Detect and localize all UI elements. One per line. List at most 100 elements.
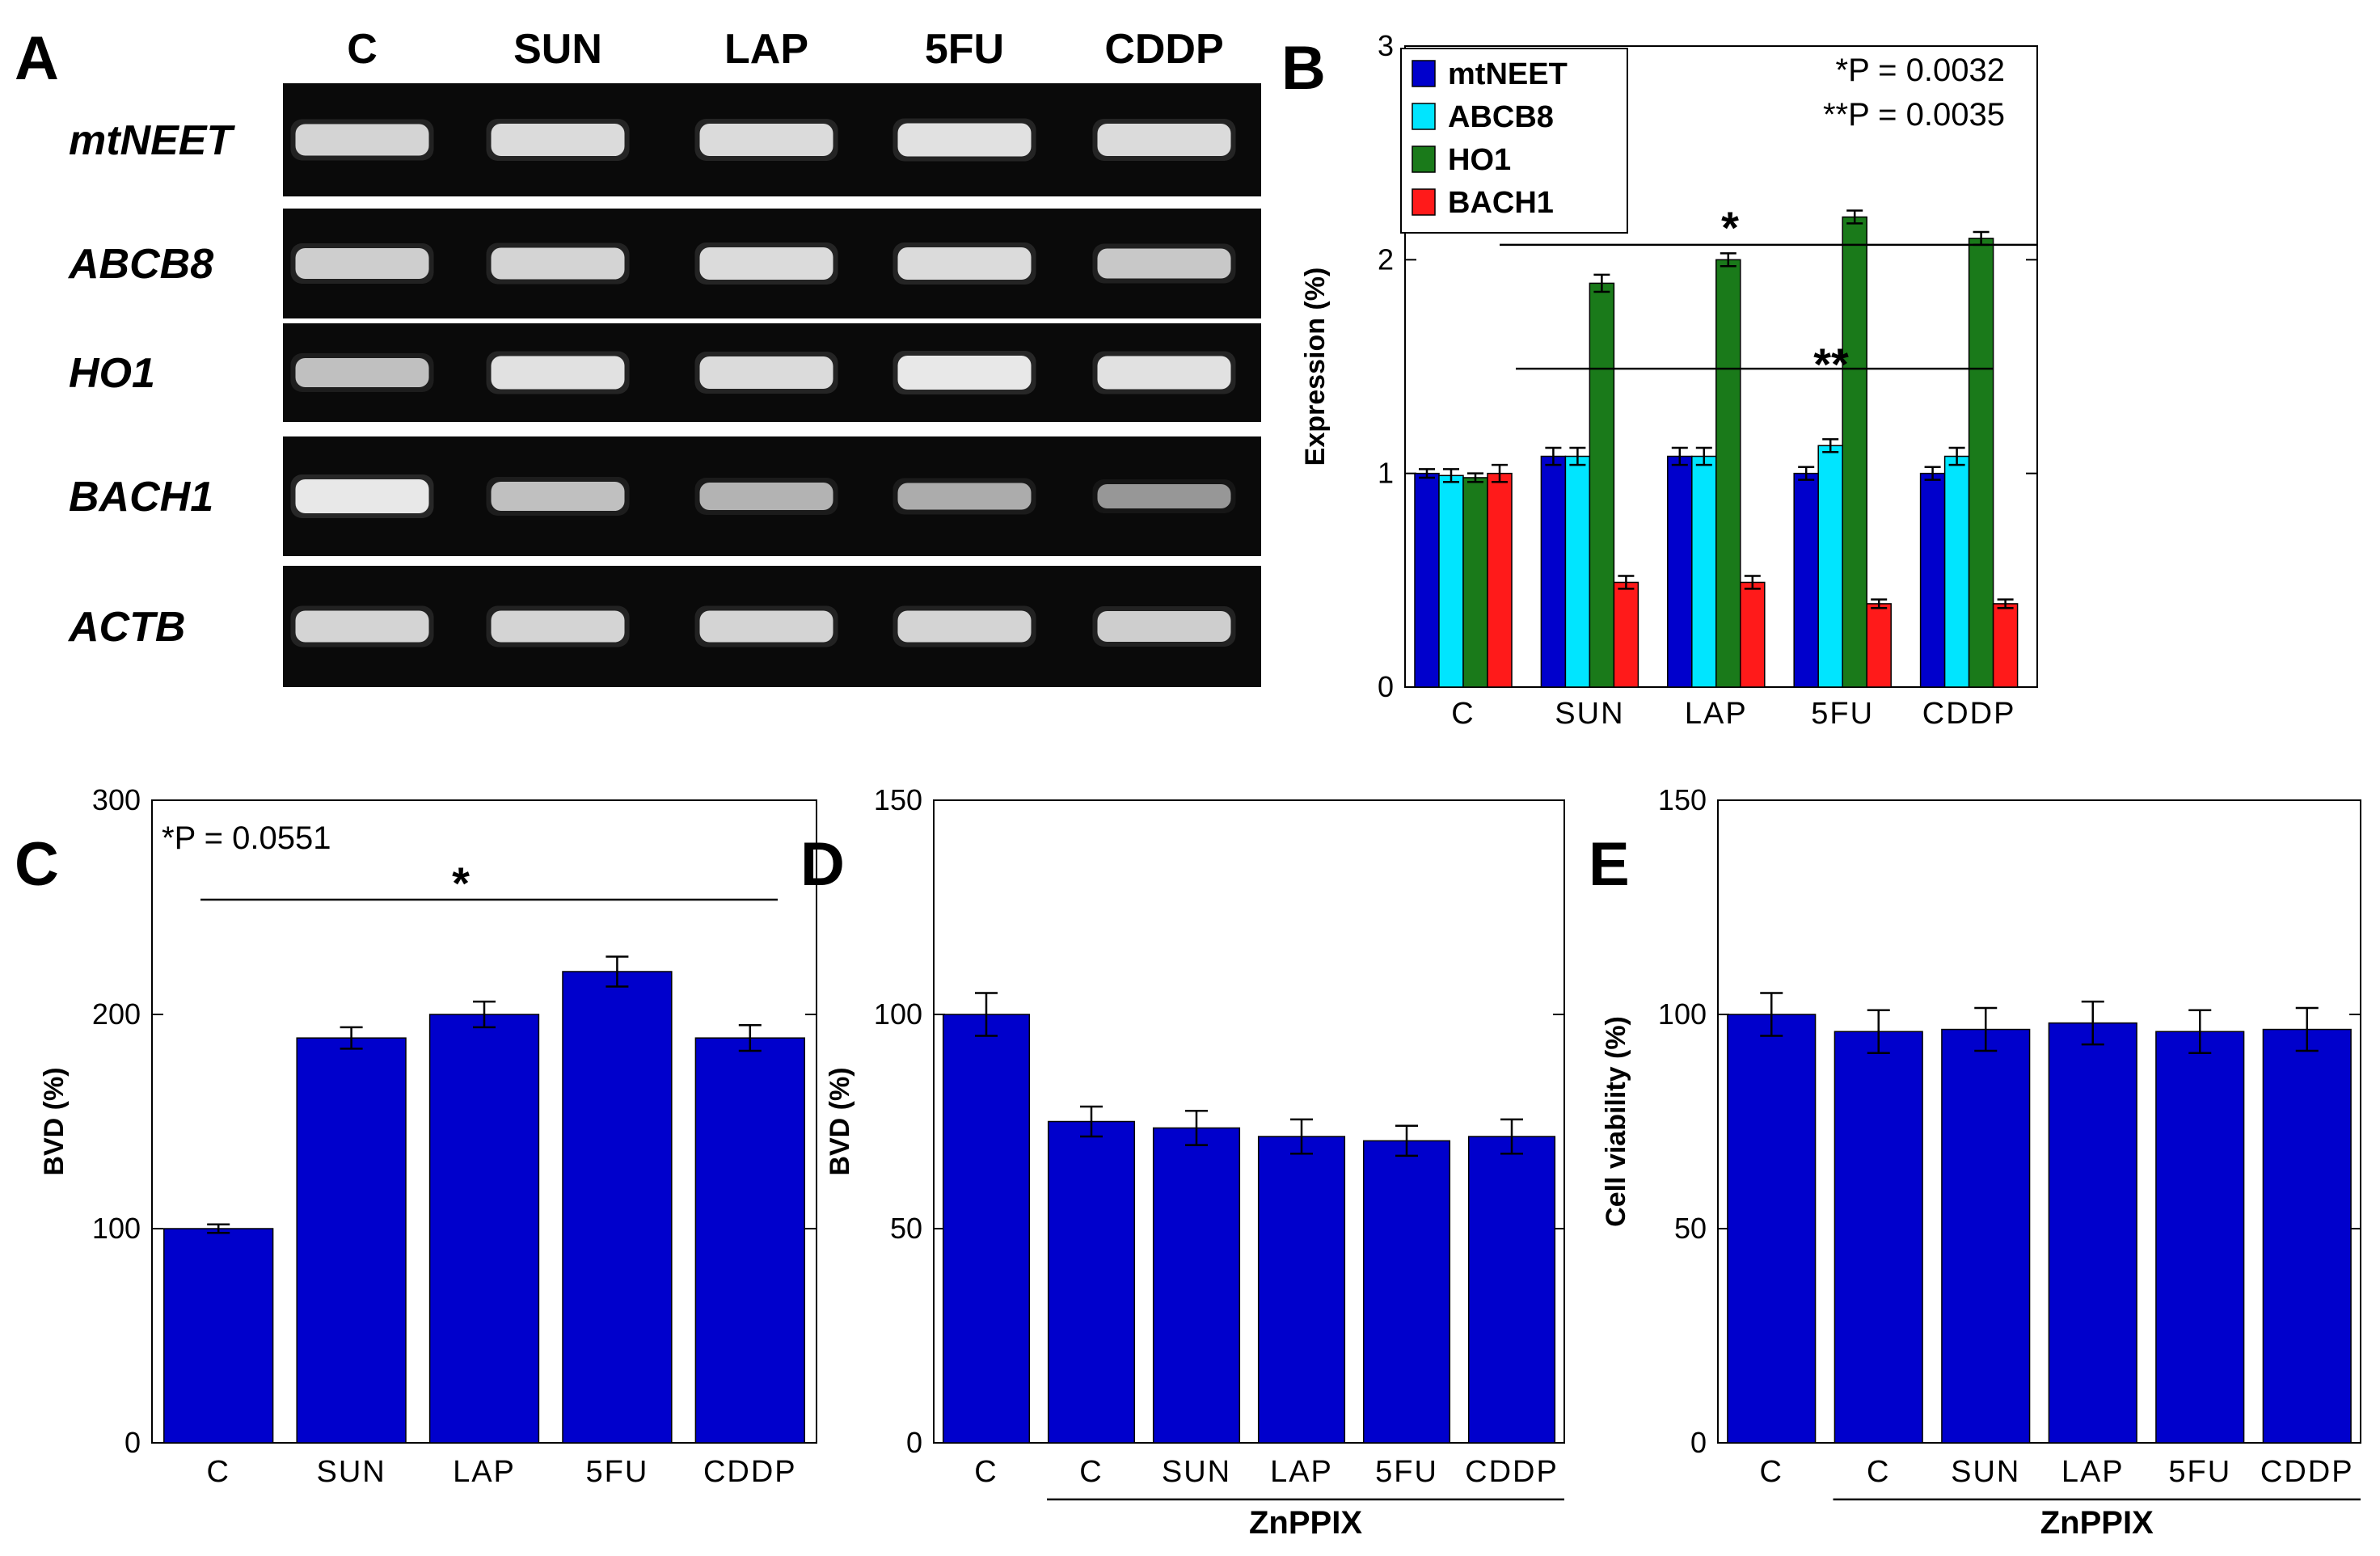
legend-label-HO1: HO1	[1448, 143, 1511, 177]
x-tick-label-chartC-3: 5FU	[586, 1455, 649, 1489]
y-tick-label: 50	[1674, 1212, 1707, 1245]
gel-band	[699, 247, 833, 280]
y-axis-label-b: Expression (%)	[1300, 268, 1331, 466]
bar-b-ABCB8-SUN	[1564, 455, 1591, 688]
y-tick-label: 100	[874, 997, 922, 1031]
gel-band	[897, 356, 1032, 390]
bar-b-ABCB8-LAP	[1691, 455, 1717, 688]
significance-star-2: **	[1813, 339, 1849, 390]
y-tick-label: 1	[1378, 457, 1394, 490]
x-tick-label-chartE-0: C	[1760, 1455, 1783, 1489]
bar-chartD-0	[942, 1014, 1031, 1444]
p-value-annotation-c: *P = 0.0551	[162, 820, 331, 856]
gel-band	[699, 483, 833, 510]
y-tick-label: 0	[906, 1426, 922, 1459]
gel-band	[491, 247, 625, 280]
bar-chartC-4	[694, 1037, 805, 1444]
legend-swatch-BACH1	[1412, 188, 1436, 216]
y-tick-label: 50	[890, 1212, 922, 1245]
legend-box	[1400, 48, 1628, 234]
significance-star-1: *	[1721, 202, 1739, 253]
gel-band	[897, 247, 1032, 280]
bar-b-BACH1-C	[1487, 472, 1513, 688]
gel-band	[699, 610, 833, 643]
y-axis-label-chartE: Cell viability (%)	[1601, 1016, 1631, 1227]
bar-chartD-3	[1257, 1136, 1346, 1444]
gel-row-label-3: BACH1	[69, 474, 213, 521]
gel-col-label-1: SUN	[513, 26, 602, 73]
y-tick-label: 100	[92, 1212, 141, 1245]
gel-band	[491, 610, 625, 643]
bar-chartE-4	[2155, 1031, 2245, 1444]
y-tick-label: 150	[874, 783, 922, 816]
bar-chartC-0	[163, 1228, 274, 1444]
x-tick-label-chartE-2: SUN	[1951, 1455, 2020, 1489]
x-tick-label-b-2: LAP	[1685, 697, 1748, 731]
legend-swatch-ABCB8	[1412, 103, 1436, 130]
legend-label-mtNEET: mtNEET	[1448, 57, 1568, 91]
legend-swatch-mtNEET	[1412, 60, 1436, 87]
gel-col-label-0: C	[347, 26, 378, 73]
gel-band	[295, 358, 429, 387]
y-tick-label: 2	[1378, 242, 1394, 276]
gel-col-label-4: CDDP	[1104, 26, 1223, 73]
bar-chartE-0	[1727, 1014, 1817, 1444]
gel-band	[1097, 356, 1231, 390]
chart-e: 0 50 100 150 C C SUN LAP 5FU CDDP Cell viability (…	[1601, 783, 2361, 1541]
gel-col-label-3: 5FU	[925, 26, 1004, 73]
bar-chartD-1	[1047, 1120, 1136, 1444]
x-tick-label-chartE-3: LAP	[2061, 1455, 2125, 1489]
bar-b-BACH1-SUN	[1613, 581, 1639, 688]
gel-band	[1097, 248, 1231, 279]
group-label-chartE: ZnPPIX	[2040, 1505, 2154, 1541]
bar-chartD-2	[1152, 1127, 1241, 1444]
bar-b-HO1-C	[1462, 477, 1488, 688]
x-tick-label-b-4: CDDP	[1922, 697, 2016, 731]
bar-b-BACH1-5FU	[1866, 603, 1892, 688]
legend-swatch-HO1	[1412, 145, 1436, 173]
panel-letter-b: B	[1281, 34, 1326, 103]
p-value-annotation-1: *P = 0.0032	[1836, 53, 2005, 88]
y-tick-label: 300	[92, 783, 141, 816]
bar-b-mtNEET-C	[1414, 472, 1440, 688]
gel-row-label-0: mtNEET	[69, 117, 235, 164]
bar-chartE-2	[1941, 1028, 2031, 1444]
bar-chartE-5	[2262, 1028, 2352, 1444]
y-tick-label: 3	[1378, 29, 1394, 62]
bar-chartC-2	[428, 1014, 540, 1444]
gel-band	[897, 610, 1032, 643]
bar-b-HO1-5FU	[1842, 216, 1867, 688]
bar-b-HO1-SUN	[1589, 282, 1615, 688]
bar-chartD-5	[1467, 1136, 1556, 1444]
x-tick-label-b-1: SUN	[1555, 697, 1624, 731]
x-tick-label-chartD-4: 5FU	[1375, 1455, 1438, 1489]
bar-b-mtNEET-CDDP	[1919, 472, 1946, 688]
bar-chartE-3	[2048, 1022, 2137, 1444]
x-tick-label-chartD-3: LAP	[1270, 1455, 1333, 1489]
gel-band	[295, 248, 429, 279]
y-tick-label: 150	[1658, 783, 1707, 816]
gel-band	[491, 124, 625, 156]
y-tick-label: 0	[1690, 1426, 1707, 1459]
y-tick-label: 0	[1378, 670, 1394, 703]
x-tick-label-chartE-4: 5FU	[2168, 1455, 2231, 1489]
bar-chartC-1	[296, 1037, 407, 1444]
y-axis-label-chartD: BVD (%)	[825, 1067, 855, 1175]
x-tick-label-chartE-5: CDDP	[2260, 1455, 2354, 1489]
chart-b: 0 1 2 3 C SUN LAP 5FU CDDP Expression (%) mtNEET AB…	[1300, 29, 2038, 731]
x-tick-label-chartD-5: CDDP	[1465, 1455, 1559, 1489]
y-tick-label: 200	[92, 997, 141, 1031]
chart-d: 0 50 100 150 C C SUN LAP 5FU CDDP BVD (%) ZnPPIX	[825, 783, 1565, 1541]
significance-star-c: *	[452, 858, 470, 909]
y-axis-label-chartC: BVD (%)	[39, 1067, 70, 1175]
gel-band	[295, 479, 429, 513]
bar-b-mtNEET-SUN	[1540, 455, 1567, 688]
x-tick-label-chartE-1: C	[1867, 1455, 1890, 1489]
legend-label-BACH1: BACH1	[1448, 186, 1554, 220]
x-tick-label-chartD-0: C	[974, 1455, 998, 1489]
gel-row-label-4: ACTB	[67, 604, 185, 651]
bar-b-ABCB8-C	[1438, 474, 1464, 688]
bar-b-BACH1-LAP	[1740, 581, 1766, 688]
group-label-chartD: ZnPPIX	[1249, 1505, 1362, 1541]
